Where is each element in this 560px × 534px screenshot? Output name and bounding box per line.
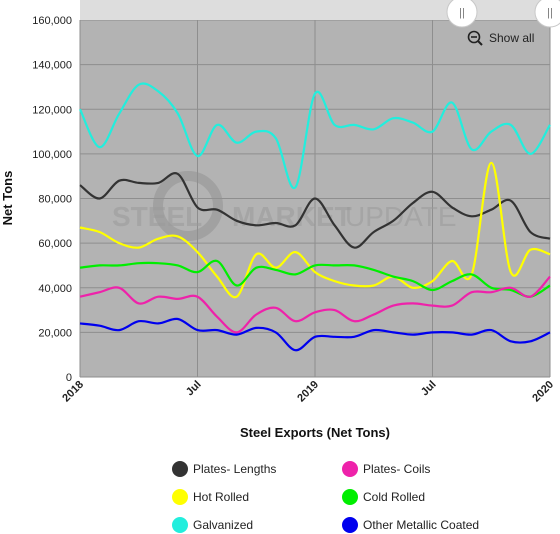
legend-item-galvanized[interactable]: Galvanized xyxy=(172,517,253,533)
series-line-cold-rolled xyxy=(79,259,551,298)
series-line-plates-lengths xyxy=(79,172,551,249)
y-tick-label: 60,000 xyxy=(38,238,72,250)
y-tick-label: 140,000 xyxy=(32,60,72,72)
legend-item-plates-lengths[interactable]: Plates- Lengths xyxy=(172,461,276,477)
y-axis-ticks: 0 20,000 40,000 60,000 80,000 100,000 120,000 1… xyxy=(32,15,72,384)
watermark-text-bold: STEEL xyxy=(112,201,202,232)
y-tick-label: 160,000 xyxy=(32,15,72,27)
navigator-bar xyxy=(80,0,550,20)
x-axis-ticks: 2018 Jul 2019 Jul 2020 xyxy=(60,379,556,405)
show-all-label: Show all xyxy=(489,31,534,45)
y-tick-label: 100,000 xyxy=(32,149,72,161)
series-layer xyxy=(79,82,551,352)
x-tick-label: 2020 xyxy=(530,379,556,405)
legend-label: Galvanized xyxy=(193,518,253,532)
legend-item-cold-rolled[interactable]: Cold Rolled xyxy=(342,489,425,505)
legend-marker xyxy=(172,517,188,533)
x-tick-label: Jul xyxy=(184,379,204,399)
legend-label: Plates- Lengths xyxy=(193,462,276,476)
legend-marker xyxy=(342,517,358,533)
legend-marker xyxy=(342,461,358,477)
legend-label: Other Metallic Coated xyxy=(363,518,479,532)
y-tick-label: 20,000 xyxy=(38,327,72,339)
x-tick-label: Jul xyxy=(419,379,439,399)
legend: Plates- Lengths Hot Rolled Galvanized Plate… xyxy=(172,461,479,533)
series-line-plates-coils xyxy=(79,275,551,334)
legend-item-other-metallic-coated[interactable]: Other Metallic Coated xyxy=(342,517,479,533)
series-line-other-metallic-coated xyxy=(79,317,551,352)
y-tick-label: 0 xyxy=(66,372,72,384)
legend-label: Hot Rolled xyxy=(193,490,249,504)
watermark-text-light: UPDATE xyxy=(345,201,457,232)
y-tick-label: 40,000 xyxy=(38,283,72,295)
legend-item-hot-rolled[interactable]: Hot Rolled xyxy=(172,489,249,505)
legend-marker xyxy=(172,461,188,477)
series-line-galvanized xyxy=(79,82,551,190)
x-axis-title: Steel Exports (Net Tons) xyxy=(240,425,390,440)
legend-item-plates-coils[interactable]: Plates- Coils xyxy=(342,461,430,477)
x-tick-label: 2018 xyxy=(60,379,86,405)
x-tick-label: 2019 xyxy=(295,379,321,405)
navigator-handle-right-glyph: || xyxy=(547,7,553,19)
series-line-hot-rolled xyxy=(79,161,551,299)
legend-marker xyxy=(342,489,358,505)
legend-label: Plates- Coils xyxy=(363,462,430,476)
navigator-handle-left[interactable]: || xyxy=(446,0,478,28)
show-all-button[interactable]: Show all xyxy=(467,30,535,46)
legend-label: Cold Rolled xyxy=(363,490,425,504)
y-tick-label: 120,000 xyxy=(32,104,72,116)
navigator-handle-left-glyph: || xyxy=(459,7,465,19)
watermark-logo xyxy=(153,171,223,241)
zoom-out-icon xyxy=(467,30,483,46)
y-axis-title: Net Tons xyxy=(0,171,15,226)
navigator-handle-right[interactable]: || xyxy=(534,0,560,28)
y-tick-label: 80,000 xyxy=(38,194,72,206)
legend-marker xyxy=(172,489,188,505)
